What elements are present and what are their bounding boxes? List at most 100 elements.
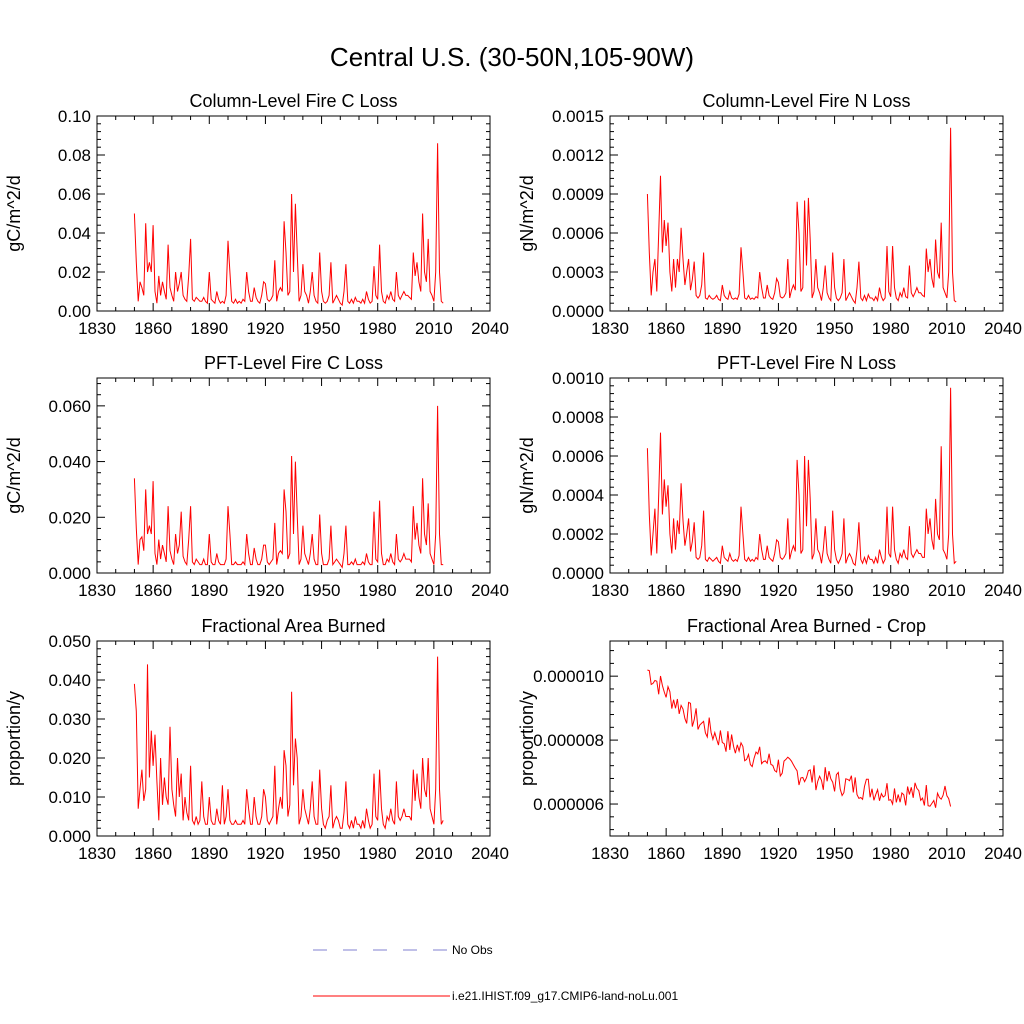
x-tick-label: 1950	[816, 319, 854, 338]
y-tick-label: 0.000006	[533, 795, 604, 814]
y-axis-label: gN/m^2/d	[517, 175, 537, 251]
x-tick-label: 1860	[134, 319, 172, 338]
y-tick-label: 0.0004	[552, 486, 604, 505]
series-line-1	[646, 387, 957, 567]
y-tick-label: 0.040	[48, 453, 91, 472]
series-line-1	[133, 656, 444, 830]
x-tick-label: 1860	[647, 844, 685, 863]
y-tick-label: 0.0012	[552, 146, 604, 165]
y-tick-label: 0.0003	[552, 263, 604, 282]
y-tick-label: 0.020	[48, 749, 91, 768]
series-line-1	[133, 405, 444, 569]
y-tick-label: 0.0006	[552, 224, 604, 243]
x-tick-label: 1980	[872, 844, 910, 863]
x-tick-label: 2010	[415, 581, 453, 600]
y-axis-label: gC/m^2/d	[4, 175, 24, 251]
y-tick-label: 0.050	[48, 632, 91, 651]
x-tick-label: 1890	[190, 581, 228, 600]
y-tick-label: 0.0006	[552, 447, 604, 466]
legend: No Obs i.e21.IHIST.f09_g17.CMIP6-land-no…	[313, 943, 678, 1003]
series-line-1	[647, 669, 952, 808]
series-line-1	[133, 143, 444, 307]
y-tick-label: 0.00	[58, 302, 91, 321]
x-tick-label: 1860	[647, 581, 685, 600]
plot-frame	[609, 377, 1004, 574]
y-axis-label: gN/m^2/d	[517, 437, 537, 513]
y-tick-label: 0.010	[48, 788, 91, 807]
panel-title: PFT-Level Fire C Loss	[204, 353, 383, 373]
y-tick-label: 0.0000	[552, 564, 604, 583]
panel-title: Fractional Area Burned - Crop	[687, 616, 926, 636]
y-tick-label: 0.0015	[552, 107, 604, 126]
x-tick-label: 2010	[928, 844, 966, 863]
x-tick-label: 1920	[247, 581, 285, 600]
x-tick-label: 1830	[78, 581, 116, 600]
y-tick-label: 0.000010	[533, 667, 604, 686]
x-tick-label: 2040	[471, 844, 509, 863]
x-tick-label: 1920	[247, 844, 285, 863]
x-tick-label: 1860	[134, 844, 172, 863]
panel-4: PFT-Level Fire N Loss gN/m^2/d 1830 1860 189…	[517, 353, 1022, 600]
x-tick-label: 1980	[359, 319, 397, 338]
plot-frame	[609, 640, 1004, 837]
x-tick-label: 1860	[647, 319, 685, 338]
x-tick-label: 1890	[703, 319, 741, 338]
x-tick-label: 1830	[78, 319, 116, 338]
x-tick-label: 2010	[415, 844, 453, 863]
y-tick-label: 0.0010	[552, 369, 604, 388]
y-tick-label: 0.06	[58, 185, 91, 204]
x-tick-label: 1950	[303, 581, 341, 600]
panel-6: Fractional Area Burned - Crop proportion/…	[517, 616, 1022, 863]
y-axis-label: proportion/y	[4, 691, 24, 786]
y-axis-label: gC/m^2/d	[4, 437, 24, 513]
y-tick-label: 0.030	[48, 710, 91, 729]
x-tick-label: 1920	[247, 319, 285, 338]
panel-5: Fractional Area Burned proportion/y 1830 18…	[4, 616, 509, 863]
x-tick-label: 1830	[591, 319, 629, 338]
x-tick-label: 2010	[415, 319, 453, 338]
y-tick-label: 0.0008	[552, 408, 604, 427]
x-tick-label: 2040	[471, 581, 509, 600]
y-tick-label: 0.0000	[552, 302, 604, 321]
y-tick-label: 0.04	[58, 224, 91, 243]
x-tick-label: 1830	[78, 844, 116, 863]
x-tick-label: 1980	[359, 581, 397, 600]
x-tick-label: 1890	[703, 844, 741, 863]
y-tick-label: 0.02	[58, 263, 91, 282]
panel-title: PFT-Level Fire N Loss	[717, 353, 896, 373]
series-line-1	[646, 127, 957, 305]
y-tick-label: 0.040	[48, 671, 91, 690]
x-tick-label: 1980	[872, 581, 910, 600]
y-tick-label: 0.000	[48, 827, 91, 846]
x-tick-label: 1830	[591, 844, 629, 863]
panel-1: Column-Level Fire C Loss gC/m^2/d 1830 1860…	[4, 91, 509, 338]
x-tick-label: 1860	[134, 581, 172, 600]
x-tick-label: 1950	[303, 844, 341, 863]
x-tick-label: 1920	[760, 844, 798, 863]
panel-title: Fractional Area Burned	[201, 616, 385, 636]
legend-label-obs: No Obs	[452, 943, 493, 957]
y-tick-label: 0.0002	[552, 525, 604, 544]
y-tick-label: 0.10	[58, 107, 91, 126]
y-tick-label: 0.0009	[552, 185, 604, 204]
x-tick-label: 1950	[303, 319, 341, 338]
x-tick-label: 2010	[928, 581, 966, 600]
plot-frame	[609, 115, 1004, 312]
plot-frame	[96, 377, 491, 574]
y-axis-label: proportion/y	[517, 691, 537, 786]
x-tick-label: 1980	[359, 844, 397, 863]
plot-frame	[96, 115, 491, 312]
x-tick-label: 1950	[816, 844, 854, 863]
panel-title: Column-Level Fire N Loss	[702, 91, 910, 111]
x-tick-label: 1890	[190, 844, 228, 863]
x-tick-label: 1920	[760, 319, 798, 338]
y-tick-label: 0.020	[48, 508, 91, 527]
legend-label-model: i.e21.IHIST.f09_g17.CMIP6-land-noLu.001	[452, 989, 678, 1003]
figure-title: Central U.S. (30-50N,105-90W)	[330, 42, 694, 72]
panel-3: PFT-Level Fire C Loss gC/m^2/d 1830 1860 189…	[4, 353, 509, 600]
panels: Column-Level Fire C Loss gC/m^2/d 1830 1860…	[4, 91, 1022, 863]
x-tick-label: 1830	[591, 581, 629, 600]
x-tick-label: 1920	[760, 581, 798, 600]
y-tick-label: 0.000	[48, 564, 91, 583]
